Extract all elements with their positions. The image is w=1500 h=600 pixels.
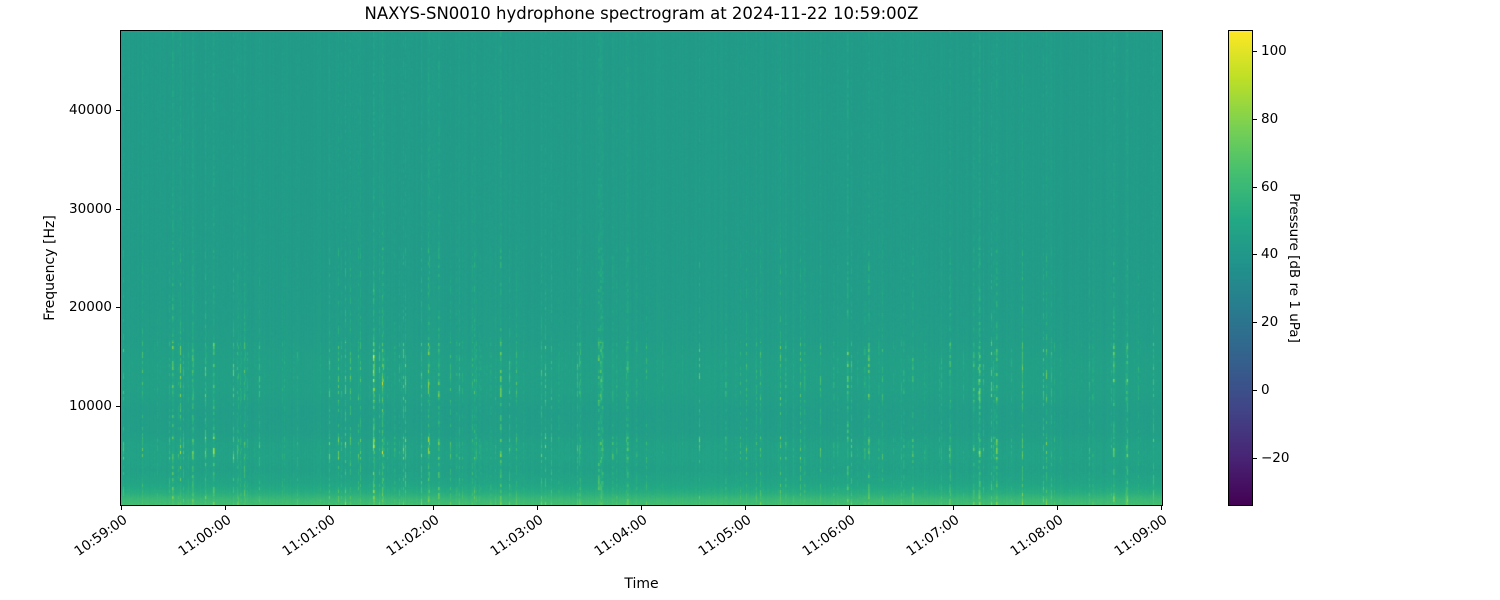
y-axis-tick-label: 10000: [69, 398, 112, 414]
colorbar: [1228, 30, 1253, 506]
x-axis-tick-label: 11:04:00: [591, 511, 651, 560]
colorbar-tick-label: 20: [1261, 314, 1279, 330]
colorbar-tick-label: 100: [1261, 43, 1287, 59]
x-axis-tick-label: 11:01:00: [279, 511, 339, 560]
colorbar-tick-mark: [1253, 187, 1257, 188]
y-axis-tick-mark: [116, 209, 120, 210]
chart-title: NAXYS-SN0010 hydrophone spectrogram at 2…: [364, 4, 919, 23]
colorbar-tick-label: 80: [1261, 111, 1279, 127]
x-axis-label: Time: [624, 576, 659, 592]
x-axis-tick-mark: [537, 506, 538, 510]
x-axis-tick-label: 11:02:00: [383, 511, 443, 560]
x-axis-tick-mark: [1057, 506, 1058, 510]
y-axis-tick-label: 20000: [69, 299, 112, 315]
spectrogram-plot-area: [120, 30, 1163, 506]
y-axis-tick-label: 40000: [69, 102, 112, 118]
colorbar-tick-mark: [1253, 390, 1257, 391]
x-axis-tick-label: 11:05:00: [695, 511, 755, 560]
x-axis-tick-label: 11:06:00: [799, 511, 859, 560]
y-axis-tick-mark: [116, 307, 120, 308]
x-axis-tick-label: 11:03:00: [487, 511, 547, 560]
x-axis-tick-mark: [225, 506, 226, 510]
colorbar-label: Pressure [dB re 1 uPa]: [1286, 193, 1302, 343]
colorbar-tick-label: 60: [1261, 179, 1279, 195]
colorbar-tick-mark: [1253, 458, 1257, 459]
colorbar-tick-label: 40: [1261, 246, 1279, 262]
y-axis-tick-label: 30000: [69, 201, 112, 217]
colorbar-tick-mark: [1253, 51, 1257, 52]
x-axis-tick-label: 11:09:00: [1111, 511, 1171, 560]
colorbar-tick-label: 0: [1261, 382, 1270, 398]
x-axis-tick-mark: [745, 506, 746, 510]
x-axis-tick-mark: [1161, 506, 1162, 510]
x-axis-tick-mark: [433, 506, 434, 510]
y-axis-tick-mark: [116, 406, 120, 407]
colorbar-tick-label: −20: [1261, 450, 1290, 466]
colorbar-tick-mark: [1253, 322, 1257, 323]
colorbar-tick-mark: [1253, 119, 1257, 120]
x-axis-tick-label: 11:08:00: [1007, 511, 1067, 560]
colorbar-tick-mark: [1253, 254, 1257, 255]
x-axis-tick-mark: [953, 506, 954, 510]
y-axis-tick-mark: [116, 110, 120, 111]
x-axis-tick-label: 11:00:00: [175, 511, 235, 560]
x-axis-tick-mark: [849, 506, 850, 510]
x-axis-tick-label: 10:59:00: [71, 511, 131, 560]
x-axis-tick-label: 11:07:00: [903, 511, 963, 560]
x-axis-tick-mark: [329, 506, 330, 510]
x-axis-tick-mark: [641, 506, 642, 510]
y-axis-label: Frequency [Hz]: [42, 215, 58, 321]
x-axis-tick-mark: [121, 506, 122, 510]
